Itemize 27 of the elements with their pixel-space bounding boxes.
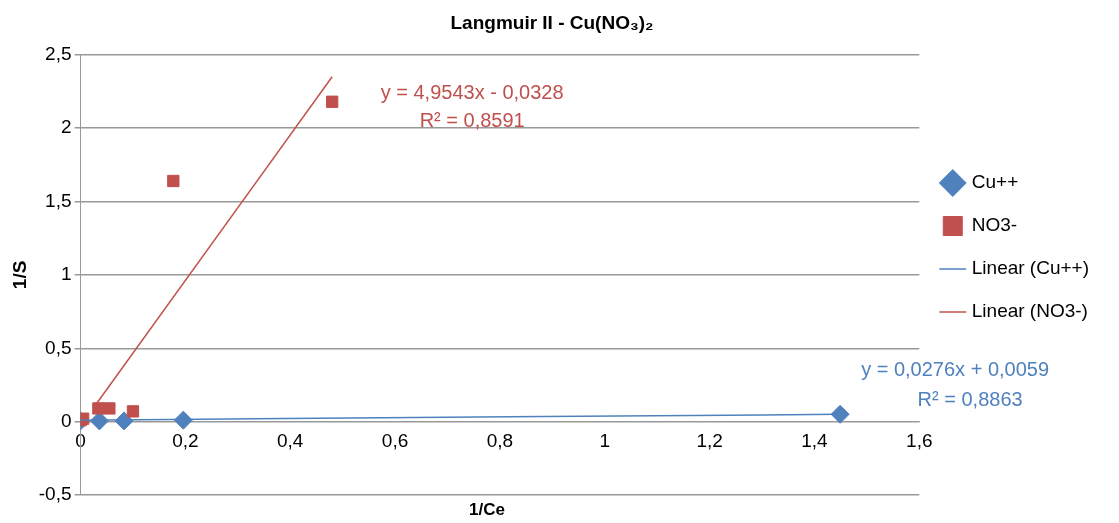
legend-label: Cu++ [971,171,1019,193]
x-tick-label: 1,2 [696,430,723,452]
legend-label: NO3- [971,214,1018,236]
y-tick-label: 0,5 [45,336,72,358]
annotation: y = 4,9543x - 0,0328 [380,80,564,103]
y-tick-label: -0,5 [38,483,72,505]
x-tick-label: 0,8 [486,430,514,452]
annotation: R² = 0,8863 [917,388,1023,411]
y-tick-label: 2 [60,116,72,138]
x-axis-title: 1/Ce [468,500,506,520]
x-tick-label: 0,6 [381,430,409,452]
x-tick-label: 1,6 [906,430,933,452]
legend-label: Linear (NO3-) [971,300,1088,322]
y-tick-label: 1 [60,263,72,285]
y-axis-title: 1/S [8,260,30,290]
annotation: y = 0,0276x + 0,0059 [861,358,1050,381]
x-tick-label: 0 [75,430,86,452]
x-tick-label: 0,2 [172,430,199,452]
y-tick-label: 0 [60,409,72,431]
x-tick-label: 1,4 [801,430,829,452]
annotation: R² = 0,8591 [419,108,525,131]
legend-label: Linear (Cu++) [971,257,1090,279]
y-tick-label: 1,5 [45,189,72,211]
y-tick-label: 2,5 [45,43,72,65]
x-tick-label: 0,4 [277,430,304,452]
chart-title: Langmuir II - Cu(NO₃)₂ [450,11,654,33]
x-tick-label: 1 [599,430,611,452]
